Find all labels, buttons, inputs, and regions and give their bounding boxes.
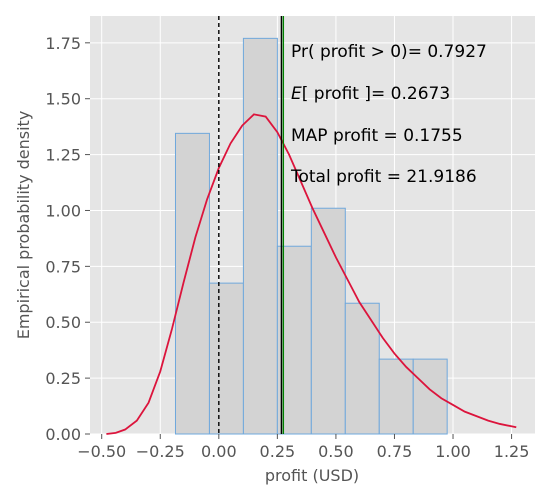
y-tick-label: 1.00 — [45, 201, 81, 220]
x-tick-label: 1.25 — [494, 442, 530, 461]
histogram-bar — [310, 207, 346, 435]
x-tick-label: 0.00 — [201, 442, 237, 461]
x-tick-label: 1.00 — [435, 442, 471, 461]
y-tick-label: 1.75 — [45, 34, 81, 53]
x-tick-label: 0.75 — [377, 442, 413, 461]
y-tick-label: 0.25 — [45, 369, 81, 388]
y-tick-label: 0.50 — [45, 313, 81, 332]
annotation-total-profit: Total profit = 21.9186 — [290, 167, 477, 187]
histogram-bar — [174, 132, 210, 435]
histogram-bar — [344, 302, 380, 435]
x-tick-label: 0.50 — [318, 442, 354, 461]
histogram-bar — [276, 245, 312, 435]
annotation-map-profit: MAP profit = 0.1755 — [291, 126, 463, 146]
y-axis-ticks: 0.00 0.25 0.50 0.75 1.00 1.25 1.50 1.75 — [45, 34, 90, 444]
y-axis-label: Empirical probability density — [14, 111, 33, 340]
annotation-expected-profit: E[ profit ]= 0.2673 — [291, 84, 450, 104]
histogram-bar — [208, 282, 244, 435]
y-tick-label: 1.25 — [45, 146, 81, 165]
x-tick-label: −0.50 — [77, 442, 126, 461]
x-tick-label: 0.25 — [260, 442, 296, 461]
x-axis-ticks: −0.50 −0.25 0.00 0.25 0.50 0.75 1.00 1.25 — [77, 434, 529, 461]
histogram-bar — [242, 37, 278, 435]
annotation-pr-profit: Pr( profit > 0)= 0.7927 — [291, 42, 487, 62]
x-tick-label: −0.25 — [136, 442, 185, 461]
histogram-bars — [174, 37, 448, 435]
reference-lines — [218, 16, 285, 434]
y-tick-label: 1.50 — [45, 90, 81, 109]
histogram-bar — [378, 358, 414, 435]
density-curve — [106, 113, 517, 435]
y-tick-label: 0.75 — [45, 257, 81, 276]
x-axis-label: profit (USD) — [265, 466, 359, 485]
density-curve-line — [106, 113, 517, 435]
y-tick-label: 0.00 — [45, 425, 81, 444]
histogram-bar — [412, 358, 448, 435]
